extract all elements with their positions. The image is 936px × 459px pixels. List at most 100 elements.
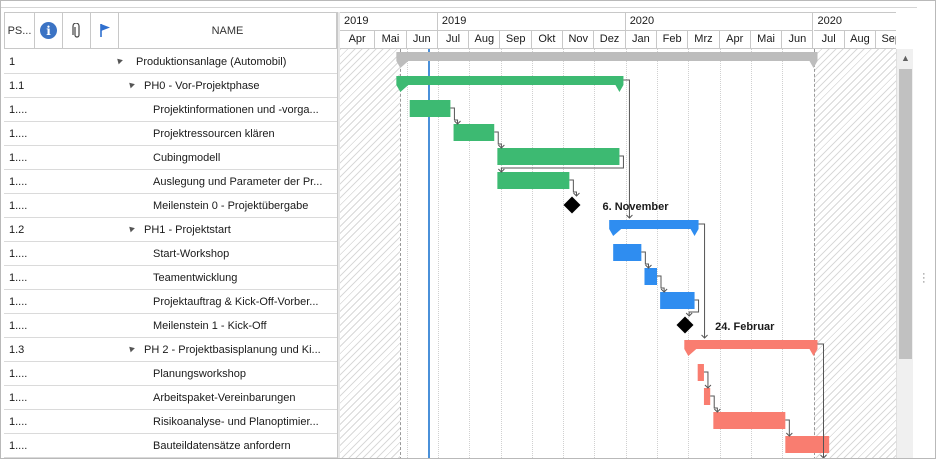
collapse-triangle-icon[interactable] (115, 56, 123, 65)
dependency-link (785, 419, 790, 436)
dependency-arrow (713, 408, 721, 413)
dependency-arrow (573, 192, 580, 197)
month-header: Apr (720, 31, 751, 49)
scroll-up-icon[interactable]: ▲ (901, 53, 910, 63)
task-bar (497, 172, 570, 189)
table-row[interactable]: 1.... Meilenstein 1 - Kick-Off (4, 314, 337, 338)
table-row[interactable]: 1.... Start-Workshop (4, 242, 337, 266)
phase-bar (609, 220, 699, 236)
timescale-header: 2019 2019 2020 2020 Apr Mai Jun Jul Aug Sep Okt Nov… (340, 12, 896, 49)
month-gridline (500, 49, 502, 458)
psp-cell: 1.... (9, 440, 28, 452)
milestone-date-label: 6. November (602, 201, 669, 213)
flag-icon (99, 24, 110, 37)
scroll-thumb[interactable] (899, 69, 912, 359)
task-name-cell: Meilenstein 1 - Kick-Off (153, 320, 267, 332)
collapse-triangle-icon[interactable] (127, 344, 135, 353)
resize-handle-icon[interactable]: · · · (922, 268, 926, 288)
summary-bar (396, 52, 818, 68)
psp-cell: 1.... (9, 320, 28, 332)
milestone-date-label: 24. Februar (715, 321, 775, 333)
table-row[interactable]: 1.... Cubingmodell (4, 146, 337, 170)
psp-cell: 1 (9, 56, 16, 68)
dependency-links (396, 52, 830, 458)
gantt-bars-area[interactable]: 6. November 24. Februar (340, 49, 896, 458)
task-name-cell: PH 2 - Projektbasisplanung und Ki... (144, 344, 321, 356)
dependency-arrow (645, 264, 652, 269)
psp-cell: 1.... (9, 296, 28, 308)
column-header-attachment[interactable] (63, 13, 91, 48)
month-header: Jun (407, 31, 438, 49)
table-row[interactable]: 1.... Projektinformationen und -vorga... (4, 98, 337, 122)
table-row[interactable]: 1.... Teamentwicklung (4, 266, 337, 290)
table-row[interactable]: 1.... Projektressourcen klären (4, 122, 337, 146)
task-bar (703, 388, 711, 405)
hatched-zone-after (813, 49, 896, 458)
month-gridline (563, 49, 565, 458)
task-bar (613, 244, 642, 261)
column-header-info[interactable]: i (35, 13, 63, 48)
task-bar (409, 100, 451, 117)
table-row[interactable]: 1.... Meilenstein 0 - Projektübergabe (4, 194, 337, 218)
table-row[interactable]: 1.1 PH0 - Vor-Projektphase (4, 74, 337, 98)
month-gridline (531, 49, 533, 458)
dependency-link (500, 155, 624, 172)
table-row[interactable]: 1.... Planungsworkshop (4, 362, 337, 386)
collapse-triangle-icon[interactable] (127, 80, 135, 89)
column-header-flag[interactable] (91, 13, 119, 48)
table-row[interactable]: 1.3 PH 2 - Projektbasisplanung und Ki... (4, 338, 337, 362)
psp-cell: 1.... (9, 248, 28, 260)
grid-header: PS... i NAME (4, 12, 337, 49)
dependency-arrow (454, 120, 461, 125)
paperclip-icon (71, 22, 80, 38)
month-gridline (406, 49, 408, 458)
task-name-cell: PH1 - Projektstart (144, 224, 231, 236)
table-row[interactable]: 1.... Auslegung und Parameter der Pr... (4, 170, 337, 194)
psp-cell: 1.... (9, 272, 28, 284)
grid-splitter[interactable] (337, 12, 340, 458)
table-row[interactable]: 1.... Arbeitspaket-Vereinbarungen (4, 386, 337, 410)
table-row[interactable]: 1.... Bauteildatensätze anfordern (4, 434, 337, 458)
dependency-link (688, 299, 700, 316)
month-header: Feb (657, 31, 689, 49)
dependency-link (703, 371, 709, 388)
dependency-arrow (685, 312, 693, 317)
phase-link-arrow (626, 214, 633, 219)
column-header-psp[interactable]: PS... (5, 13, 35, 48)
task-name-cell: Projektauftrag & Kick-Off-Vorber... (153, 296, 319, 308)
psp-cell: 1.... (9, 368, 28, 380)
phase-bar (396, 76, 624, 92)
column-header-name[interactable]: NAME (211, 24, 244, 37)
dependency-link (641, 251, 649, 268)
phase-link (698, 223, 706, 338)
psp-cell: 1.... (9, 392, 28, 404)
phase-link (817, 343, 824, 458)
task-bar (453, 124, 495, 141)
table-row[interactable]: 1.... Projektauftrag & Kick-Off-Vorber... (4, 290, 337, 314)
table-row[interactable]: 1.2 PH1 - Projektstart (4, 218, 337, 242)
month-gridline (750, 49, 752, 458)
task-name-cell: Risikoanalyse- und Planoptimier... (153, 416, 319, 428)
month-gridline (594, 49, 596, 458)
collapse-triangle-icon[interactable] (127, 224, 135, 233)
phase-link-arrow (820, 454, 827, 458)
vertical-scrollbar[interactable]: ▲ (896, 49, 913, 458)
month-header: Dez (594, 31, 626, 49)
psp-cell: 1.2 (9, 224, 25, 236)
task-bar (644, 268, 657, 285)
task-name-cell: Planungsworkshop (153, 368, 246, 380)
table-row[interactable]: 1 Produktionsanlage (Automobil) (4, 50, 337, 74)
month-gridline (688, 49, 690, 458)
month-gridline (657, 49, 658, 458)
phase-bar (684, 340, 818, 356)
task-name-cell: Bauteildatensätze anfordern (153, 440, 291, 452)
task-name-cell: Produktionsanlage (Automobil) (136, 56, 287, 68)
table-row[interactable]: 1.... Risikoanalyse- und Planoptimier... (4, 410, 337, 434)
psp-cell: 1.... (9, 176, 28, 188)
dependency-link (657, 275, 665, 292)
task-bar (713, 412, 786, 429)
dependency-arrow (785, 432, 793, 437)
year-header: 2020 (625, 13, 814, 31)
month-header: Mai (751, 31, 783, 49)
